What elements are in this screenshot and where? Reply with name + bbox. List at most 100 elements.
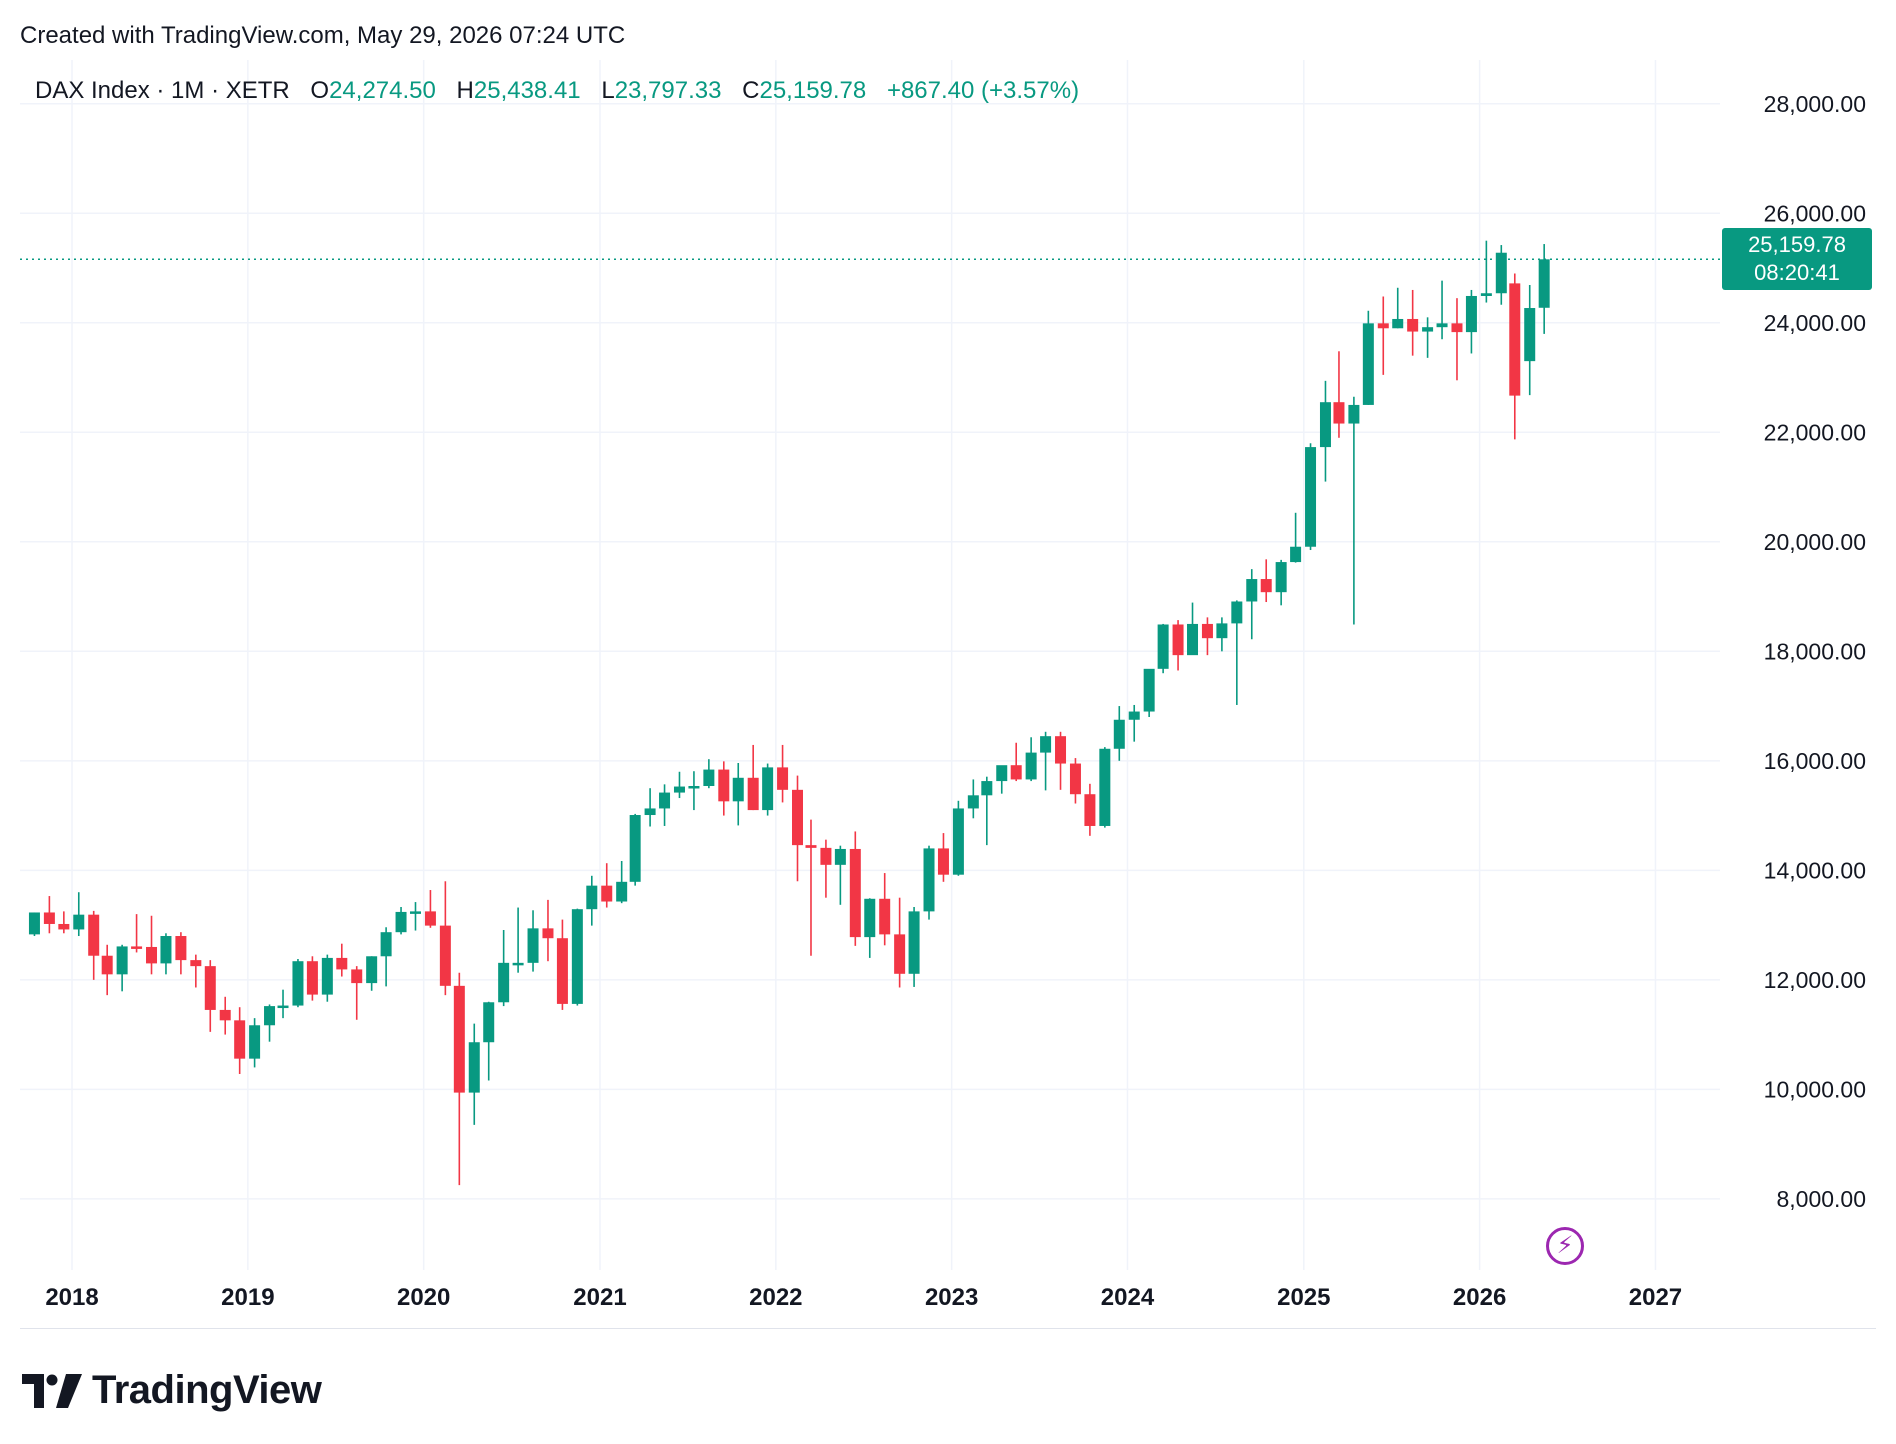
candle[interactable]: [1524, 285, 1536, 396]
candle[interactable]: [879, 873, 891, 946]
candle[interactable]: [792, 775, 804, 882]
candle[interactable]: [1436, 280, 1448, 340]
candle[interactable]: [834, 845, 846, 905]
candle[interactable]: [1407, 289, 1419, 356]
candle[interactable]: [468, 1023, 480, 1125]
candle[interactable]: [101, 944, 113, 996]
candle[interactable]: [175, 932, 187, 975]
candle[interactable]: [1275, 559, 1287, 606]
candle[interactable]: [1040, 731, 1052, 791]
candle[interactable]: [160, 933, 172, 975]
candle[interactable]: [762, 763, 774, 816]
candle[interactable]: [1216, 617, 1228, 652]
candle[interactable]: [1333, 351, 1345, 438]
candle[interactable]: [1069, 758, 1081, 804]
candle[interactable]: [131, 914, 143, 953]
candle[interactable]: [1187, 602, 1199, 656]
candle[interactable]: [1201, 617, 1213, 656]
candle[interactable]: [1451, 298, 1463, 381]
candle[interactable]: [1319, 380, 1331, 482]
candle[interactable]: [1305, 443, 1317, 551]
candle[interactable]: [1157, 623, 1169, 674]
candle[interactable]: [747, 744, 759, 811]
candle[interactable]: [864, 898, 876, 958]
candle[interactable]: [234, 1007, 246, 1074]
candle[interactable]: [542, 899, 554, 962]
candle[interactable]: [673, 771, 685, 799]
candle[interactable]: [1509, 273, 1521, 440]
candlestick-chart[interactable]: 8,000.00 10,000.00 12,000.00 14,000.00 16,00…: [20, 60, 1876, 1328]
candle[interactable]: [1246, 569, 1258, 640]
candle[interactable]: [1465, 289, 1477, 354]
candle[interactable]: [894, 897, 906, 988]
candle[interactable]: [616, 861, 628, 904]
candle[interactable]: [556, 919, 568, 1010]
candle[interactable]: [498, 929, 510, 1007]
candle[interactable]: [351, 966, 363, 1020]
candle[interactable]: [1099, 747, 1111, 828]
chart-area[interactable]: 8,000.00 10,000.00 12,000.00 14,000.00 16,00…: [20, 60, 1876, 1329]
lightning-icon[interactable]: ⚡: [1546, 1227, 1584, 1265]
candle[interactable]: [1495, 245, 1507, 305]
candle[interactable]: [732, 763, 744, 826]
candle[interactable]: [937, 833, 949, 882]
candle[interactable]: [1538, 244, 1550, 334]
candle[interactable]: [28, 912, 40, 937]
candle[interactable]: [483, 1001, 495, 1081]
candle[interactable]: [1113, 706, 1125, 761]
candle[interactable]: [146, 915, 158, 975]
candle[interactable]: [849, 831, 861, 946]
candle[interactable]: [1231, 600, 1243, 705]
candle[interactable]: [1290, 512, 1302, 563]
candle[interactable]: [88, 910, 100, 980]
candle[interactable]: [277, 989, 289, 1019]
candle[interactable]: [923, 845, 935, 920]
candle[interactable]: [659, 784, 671, 826]
candle[interactable]: [601, 863, 613, 908]
candle[interactable]: [321, 954, 333, 1002]
candle[interactable]: [1260, 559, 1272, 603]
candle[interactable]: [571, 908, 583, 1006]
candle[interactable]: [204, 960, 216, 1032]
candle[interactable]: [996, 765, 1008, 794]
candle[interactable]: [190, 954, 202, 988]
price-axis[interactable]: 8,000.00 10,000.00 12,000.00 14,000.00 16,00…: [1764, 91, 1866, 1212]
candle[interactable]: [1422, 317, 1434, 358]
candle[interactable]: [116, 944, 128, 992]
candle[interactable]: [952, 800, 964, 876]
candle[interactable]: [43, 896, 55, 934]
candle[interactable]: [644, 788, 656, 827]
footer-logo[interactable]: TradingView: [22, 1368, 322, 1413]
candle[interactable]: [1084, 783, 1096, 836]
candle[interactable]: [409, 902, 421, 931]
candle[interactable]: [73, 892, 85, 937]
candle[interactable]: [629, 813, 641, 886]
candle[interactable]: [453, 972, 465, 1186]
candle[interactable]: [1010, 742, 1022, 782]
candle[interactable]: [586, 875, 598, 926]
candle[interactable]: [380, 927, 392, 987]
candle[interactable]: [527, 910, 539, 972]
candle[interactable]: [292, 959, 304, 1008]
candle[interactable]: [688, 771, 700, 811]
candle[interactable]: [1172, 620, 1184, 671]
candle[interactable]: [336, 943, 348, 977]
candle[interactable]: [981, 776, 993, 846]
candle[interactable]: [1377, 296, 1389, 375]
candle[interactable]: [306, 956, 318, 1001]
candle[interactable]: [967, 779, 979, 819]
candle[interactable]: [264, 1004, 276, 1042]
candle[interactable]: [805, 819, 817, 956]
candle[interactable]: [424, 890, 436, 928]
candle[interactable]: [1025, 737, 1037, 782]
candle[interactable]: [908, 907, 920, 987]
candle[interactable]: [512, 907, 524, 973]
candle[interactable]: [1128, 704, 1140, 742]
candle[interactable]: [777, 744, 789, 803]
candle[interactable]: [1143, 668, 1155, 718]
candle[interactable]: [1362, 310, 1374, 405]
candle[interactable]: [1480, 240, 1492, 303]
candle[interactable]: [1348, 396, 1360, 625]
candle[interactable]: [58, 911, 70, 934]
candle[interactable]: [395, 907, 407, 935]
